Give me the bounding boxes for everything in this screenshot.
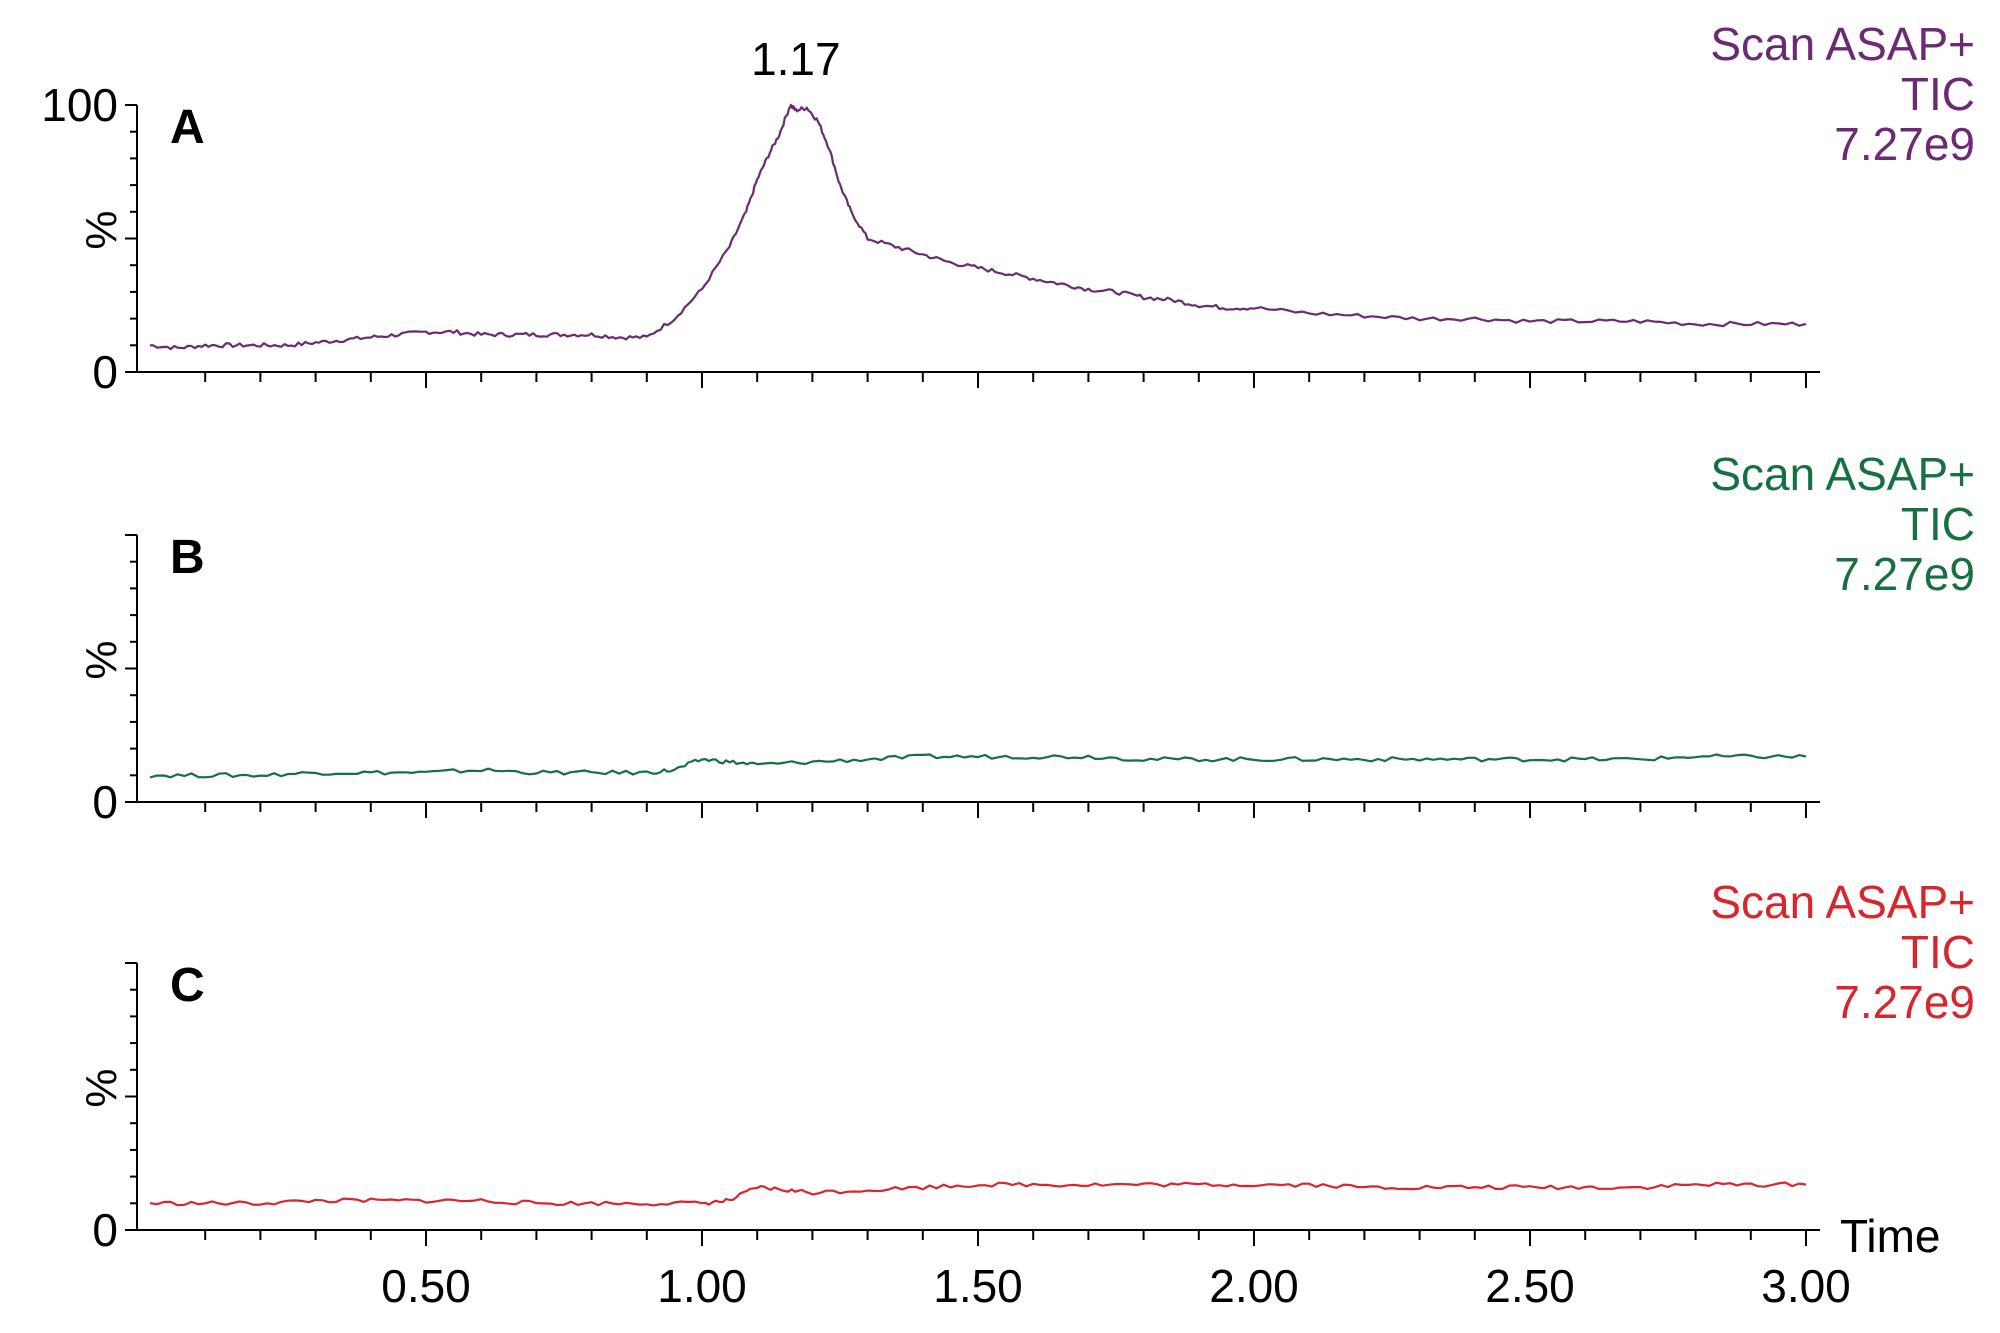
legend-line: 7.27e9 xyxy=(1834,118,1975,170)
legend-line: TIC xyxy=(1901,68,1975,120)
panel-label: B xyxy=(170,531,205,584)
panel-label: A xyxy=(170,101,205,154)
legend-line: TIC xyxy=(1901,926,1975,978)
y-axis-label: % xyxy=(77,210,126,249)
x-tick-label: 1.00 xyxy=(657,1260,747,1312)
legend-line: Scan ASAP+ xyxy=(1710,18,1975,70)
y-tick-label-0: 0 xyxy=(92,346,118,398)
x-tick-label: 2.00 xyxy=(1209,1260,1299,1312)
series-line xyxy=(149,753,1807,779)
series-line xyxy=(149,103,1807,351)
x-axis-label: Time xyxy=(1840,1210,1941,1262)
y-tick-label-0: 0 xyxy=(92,1204,118,1256)
x-tick-label: 0.50 xyxy=(381,1260,471,1312)
y-axis-label: % xyxy=(77,1068,126,1107)
y-tick-label-0: 0 xyxy=(92,776,118,828)
peak-annotation: 1.17 xyxy=(751,33,841,85)
legend-line: TIC xyxy=(1901,498,1975,550)
legend-line: Scan ASAP+ xyxy=(1710,448,1975,500)
y-tick-label-100: 100 xyxy=(41,79,118,131)
series-line xyxy=(149,1181,1807,1207)
x-tick-label: 3.00 xyxy=(1761,1260,1851,1312)
legend-line: 7.27e9 xyxy=(1834,976,1975,1028)
panel-label: C xyxy=(170,959,205,1012)
y-axis-label: % xyxy=(77,640,126,679)
legend-line: Scan ASAP+ xyxy=(1710,876,1975,928)
legend-line: 7.27e9 xyxy=(1834,548,1975,600)
x-tick-label: 1.50 xyxy=(933,1260,1023,1312)
x-tick-label: 2.50 xyxy=(1485,1260,1575,1312)
